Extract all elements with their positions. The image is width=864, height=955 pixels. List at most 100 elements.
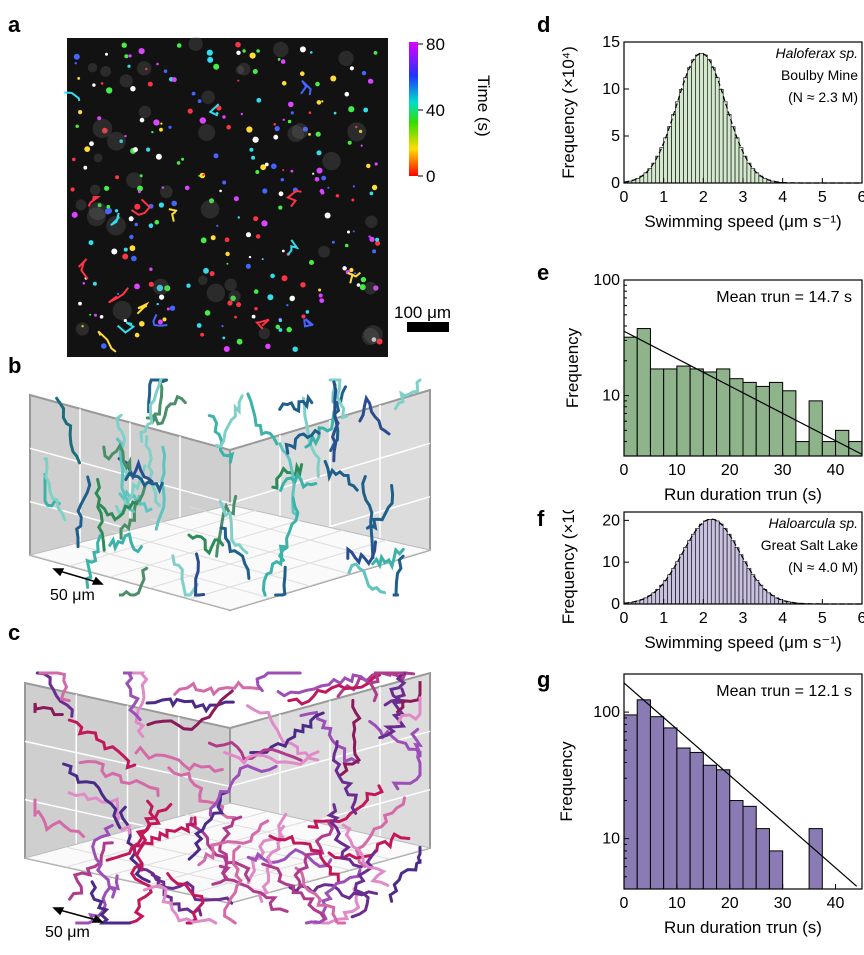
cell-speck	[72, 212, 78, 218]
cell-speck	[271, 164, 277, 170]
cell-speck	[188, 109, 193, 114]
bar	[755, 173, 759, 183]
cell-speck	[201, 237, 207, 243]
cell-speck	[334, 112, 337, 115]
cell-speck	[219, 190, 222, 193]
y-tick-label: 5	[611, 128, 620, 145]
cell-speck	[149, 268, 152, 271]
cell-speck	[308, 133, 311, 136]
cell-speck	[94, 314, 97, 317]
cell-speck	[127, 65, 130, 68]
cell-speck	[253, 69, 258, 74]
cell-speck	[368, 235, 370, 237]
halo-blur	[100, 66, 111, 77]
cell-speck	[234, 316, 237, 319]
cell-speck	[286, 304, 288, 306]
cell-speck	[282, 81, 287, 86]
bar	[751, 575, 755, 604]
bar	[756, 829, 769, 889]
cell-speck	[129, 216, 134, 221]
bar	[755, 580, 759, 604]
cell-speck	[332, 241, 335, 244]
bar	[719, 89, 723, 183]
colorbar-tick: 0	[426, 167, 435, 186]
halo-blur	[201, 91, 214, 104]
bar	[650, 369, 663, 456]
bar	[699, 53, 703, 183]
halo-blur	[259, 328, 270, 339]
cell-speck	[140, 118, 145, 123]
cell-speck	[246, 126, 252, 132]
halo-blur	[198, 275, 208, 285]
cell-speck	[354, 272, 356, 274]
cell-speck	[151, 131, 153, 133]
cell-speck	[106, 205, 110, 209]
bar	[660, 585, 664, 604]
cell-speck	[238, 216, 240, 218]
bar	[703, 521, 707, 604]
bar	[822, 442, 835, 456]
cell-speck	[200, 333, 204, 337]
cell-speck	[281, 178, 284, 181]
x-tick-label: 1	[659, 610, 668, 627]
bar	[684, 548, 688, 604]
cell-speck	[282, 250, 285, 253]
bar	[759, 585, 763, 604]
cell-speck	[256, 234, 260, 238]
cell-speck	[287, 327, 292, 332]
bar	[735, 548, 739, 604]
cell-speck	[129, 54, 132, 57]
bar	[715, 78, 719, 183]
cell-speck	[78, 302, 82, 306]
halo-blur	[236, 66, 245, 75]
halo-blur	[201, 200, 220, 219]
halo-blur	[273, 42, 288, 57]
trajectory	[280, 398, 312, 411]
cell-speck	[348, 141, 352, 145]
trajectory	[152, 397, 185, 424]
panel-b: 50 μm	[0, 370, 530, 620]
cell-speck	[200, 117, 206, 123]
cell-speck	[104, 186, 109, 191]
cell-speck	[281, 59, 286, 64]
bar	[730, 801, 743, 889]
bar	[796, 442, 809, 456]
cell-speck	[275, 126, 280, 131]
halo-blur	[189, 37, 203, 51]
cell-speck	[353, 230, 355, 232]
x-tick-label: 2	[699, 189, 708, 206]
bar	[680, 89, 684, 183]
bar	[743, 806, 756, 889]
x-tick-label: 0	[620, 462, 629, 479]
cell-speck	[226, 263, 228, 265]
bar	[664, 728, 677, 889]
bar	[690, 752, 703, 889]
bar	[743, 562, 747, 604]
cell-speck	[106, 87, 112, 93]
cell-speck	[156, 63, 159, 66]
bar	[680, 555, 684, 604]
y-tick-label: 0	[611, 175, 620, 192]
bar	[684, 78, 688, 183]
y-tick-label: 10	[602, 554, 620, 571]
cell-speck	[316, 132, 321, 137]
cell-speck	[325, 213, 331, 219]
cell-speck	[278, 206, 282, 210]
cell-speck	[197, 323, 202, 328]
cell-speck	[139, 48, 145, 54]
x-tick-label: 6	[858, 610, 864, 627]
chart-speed-haloferax: 0 1 2 3 4 5 6051015Swimming speed (μm s⁻¹)Freq…	[540, 30, 864, 255]
cell-speck	[315, 177, 320, 182]
cell-speck	[205, 310, 211, 316]
colorbar	[409, 42, 418, 176]
x-axis-label: Run duration τrun (s)	[664, 485, 822, 504]
bar	[836, 430, 849, 456]
cell-speck	[375, 162, 378, 165]
cell-speck	[78, 110, 82, 114]
cell-speck	[273, 123, 276, 126]
bar	[717, 770, 730, 889]
bar	[676, 102, 680, 183]
cell-speck	[159, 128, 163, 132]
bar	[624, 715, 637, 889]
x-tick-label: 4	[778, 610, 787, 627]
